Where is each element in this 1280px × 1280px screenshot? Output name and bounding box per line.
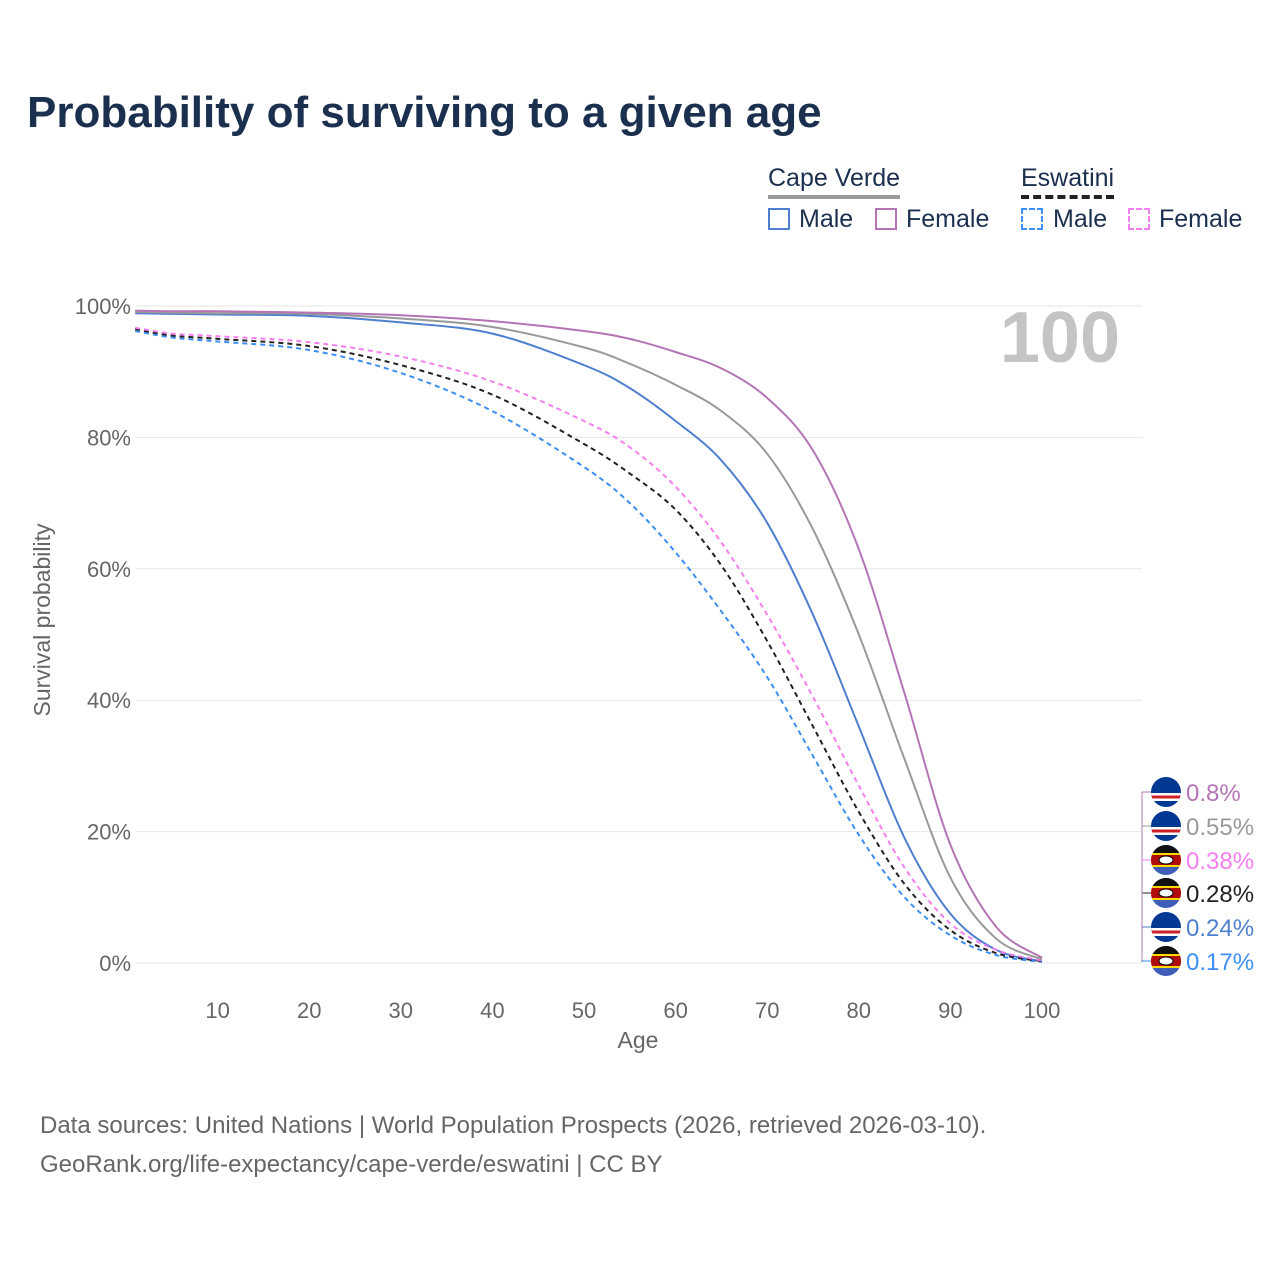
legend-swatch-cape-verde-female xyxy=(875,208,897,230)
flag-field xyxy=(1151,878,1181,886)
x-tick-label: 10 xyxy=(205,998,229,1023)
legend-swatch-cape-verde-male xyxy=(768,208,790,230)
source-line-1: Data sources: United Nations | World Pop… xyxy=(40,1112,987,1139)
series-line-cape-verde-male xyxy=(135,312,1043,963)
legend-label-eswatini-female[interactable]: Female xyxy=(1159,205,1243,233)
x-tick-label: 30 xyxy=(389,998,413,1023)
cape-verde-flag-icon xyxy=(1151,912,1181,942)
flag-shield xyxy=(1158,888,1174,898)
eswatini-flag-icon xyxy=(1151,946,1181,976)
legend-group-eswatini[interactable]: Eswatini xyxy=(1021,164,1115,199)
series-line-cape-verde xyxy=(135,310,1043,961)
legend-swatch-eswatini-female xyxy=(1128,208,1150,230)
source-note: Data sources: United Nations | World Pop… xyxy=(40,1106,986,1184)
x-tick-label: 60 xyxy=(663,998,687,1023)
y-tick-label: 0% xyxy=(99,951,131,976)
legend-group-cape-verde[interactable]: Cape Verde xyxy=(768,164,901,199)
legend-swatch-eswatini-male xyxy=(1021,208,1043,230)
x-tick-label: 70 xyxy=(755,998,779,1023)
y-tick-label: 40% xyxy=(87,688,131,713)
legend-label-cape-verde-female[interactable]: Female xyxy=(906,205,990,233)
y-tick-label: 100% xyxy=(75,294,131,319)
end-value-label: 0.24% xyxy=(1186,915,1254,942)
cape-verde-flag-icon xyxy=(1151,777,1181,807)
survival-chart: 0%20%40%60%80%100%10 20 30 40 50 60 70 80 90 100 … xyxy=(29,294,1254,1053)
series-line-cape-verde-female xyxy=(135,309,1043,959)
legend-label-eswatini-male[interactable]: Male xyxy=(1053,205,1108,233)
x-axis-label: Age xyxy=(618,1027,659,1053)
series-line-eswatini-female xyxy=(135,326,1043,962)
age-indicator: 100 xyxy=(1000,298,1120,378)
chart-title: Probability of surviving to a given age xyxy=(27,88,822,137)
eswatini-flag-icon xyxy=(1151,845,1181,875)
end-value-label: 0.28% xyxy=(1186,881,1254,908)
flag-stripe xyxy=(1151,795,1181,799)
x-tick-label: 90 xyxy=(938,998,962,1023)
eswatini-flag-icon xyxy=(1151,878,1181,908)
end-value-label: 0.55% xyxy=(1186,814,1254,841)
x-tick-label: 100 xyxy=(1024,998,1061,1023)
end-value-label: 0.38% xyxy=(1186,848,1254,875)
x-tick-label: 50 xyxy=(572,998,596,1023)
y-tick-label: 80% xyxy=(87,425,131,450)
flag-field xyxy=(1151,946,1181,954)
flag-stripe xyxy=(1151,829,1181,833)
x-tick-label: 40 xyxy=(480,998,504,1023)
y-axis-label: Survival probability xyxy=(29,523,55,717)
flag-field xyxy=(1151,912,1181,942)
flag-field xyxy=(1151,777,1181,807)
x-tick-label: 20 xyxy=(297,998,321,1023)
series-line-eswatini-male xyxy=(134,329,1043,963)
flag-stripe xyxy=(1151,930,1181,934)
y-tick-label: 20% xyxy=(87,820,131,845)
end-value-label: 0.8% xyxy=(1186,780,1241,807)
flag-shield xyxy=(1158,855,1174,865)
flag-shield xyxy=(1158,956,1174,966)
cape-verde-flag-icon xyxy=(1151,811,1181,841)
y-tick-label: 60% xyxy=(87,557,131,582)
x-tick-label: 80 xyxy=(847,998,871,1023)
end-value-label: 0.17% xyxy=(1186,949,1254,976)
legend-label-cape-verde-male[interactable]: Male xyxy=(799,205,854,233)
flag-field xyxy=(1151,811,1181,841)
source-line-2[interactable]: GeoRank.org/life-expectancy/cape-verde/e… xyxy=(40,1151,663,1178)
series-line-eswatini xyxy=(134,328,1043,963)
flag-field xyxy=(1151,845,1181,853)
